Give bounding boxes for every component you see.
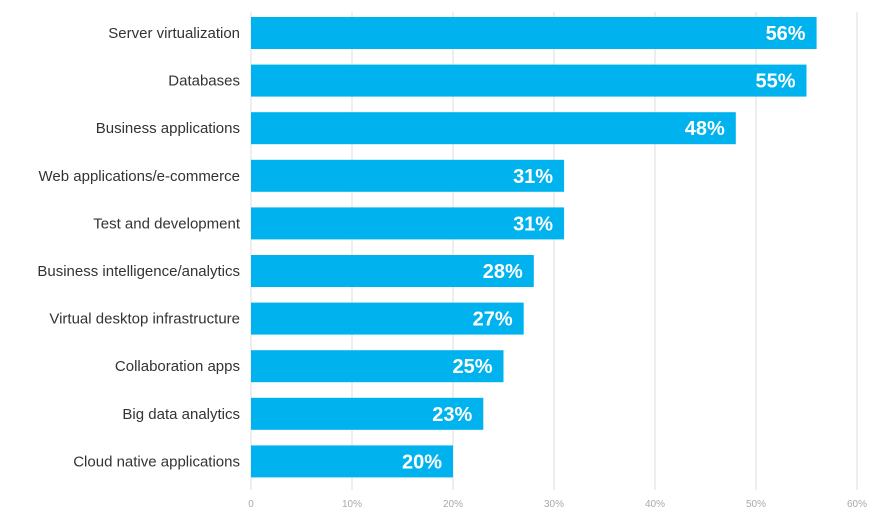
value-label: 25% — [452, 356, 492, 378]
category-label: Big data analytics — [122, 406, 240, 423]
x-tick-label: 0 — [248, 499, 254, 510]
category-label: Business applications — [96, 120, 240, 137]
x-tick-label: 60% — [847, 499, 867, 510]
bar — [251, 445, 453, 478]
value-label: 56% — [766, 23, 806, 45]
value-label: 31% — [513, 166, 553, 188]
category-label: Databases — [168, 73, 240, 90]
bar — [251, 17, 817, 49]
bar — [251, 302, 524, 335]
bar — [251, 159, 565, 192]
value-label: 28% — [483, 261, 523, 283]
category-label: Cloud native applications — [73, 453, 240, 470]
category-label: Collaboration apps — [115, 358, 240, 375]
category-label: Test and development — [93, 215, 241, 232]
bar — [251, 112, 736, 145]
value-label: 23% — [432, 404, 472, 426]
category-label: Server virtualization — [108, 25, 240, 42]
bar — [251, 350, 504, 383]
x-tick-label: 20% — [443, 499, 463, 510]
x-tick-label: 30% — [544, 499, 564, 510]
x-axis-ticks: 0 10% 20% 30% 40% 50% 60% — [248, 499, 867, 510]
category-label: Web applications/e-commerce — [39, 168, 240, 185]
value-label: 20% — [402, 451, 442, 473]
bars — [251, 17, 817, 478]
x-tick-label: 50% — [746, 499, 766, 510]
bar — [251, 207, 565, 240]
category-label: Virtual desktop infrastructure — [49, 311, 240, 328]
value-label: 48% — [685, 118, 725, 140]
value-label: 55% — [755, 71, 795, 93]
bar — [251, 255, 534, 287]
category-labels: Server virtualization Databases Business a… — [37, 25, 240, 470]
value-labels: 56% 55% 48% 31% 31% 28% 27% 25% 23% 20% — [402, 23, 806, 473]
bar — [251, 64, 807, 97]
bar — [251, 397, 484, 430]
value-label: 27% — [473, 309, 513, 331]
x-tick-label: 10% — [342, 499, 362, 510]
x-tick-label: 40% — [645, 499, 665, 510]
value-label: 31% — [513, 213, 553, 235]
category-label: Business intelligence/analytics — [37, 263, 240, 280]
